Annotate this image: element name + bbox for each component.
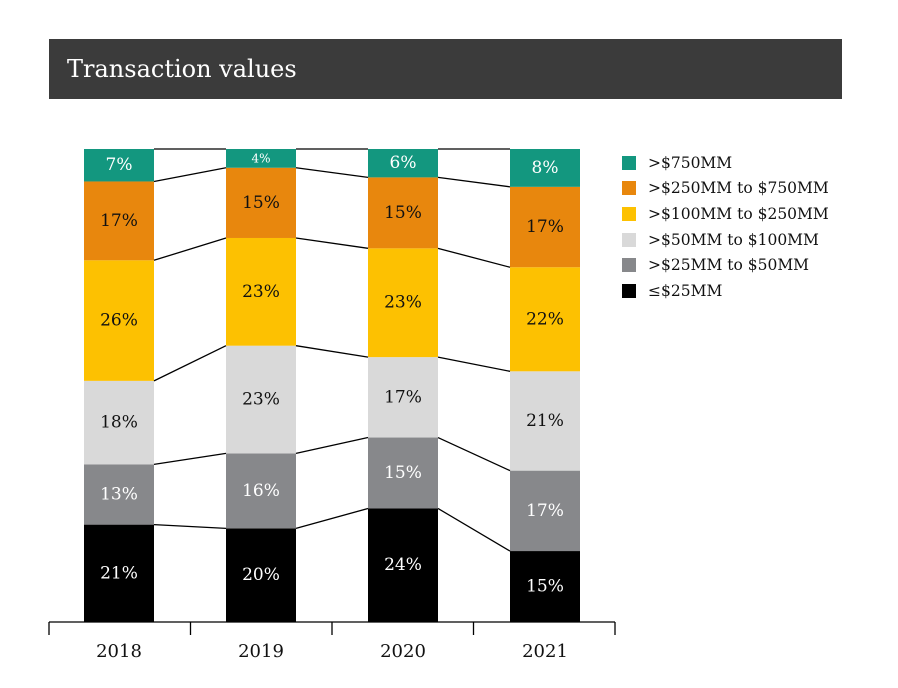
bar-segment <box>226 345 296 454</box>
connector-line <box>153 523 227 529</box>
legend-item: >$250MM to $750MM <box>622 176 829 202</box>
connector-line <box>437 507 511 552</box>
legend-label: >$100MM to $250MM <box>648 204 829 223</box>
data-label: 8% <box>532 158 559 178</box>
data-label: 20% <box>242 565 280 585</box>
x-tick-label: 2018 <box>96 641 142 662</box>
data-label: 21% <box>100 563 138 583</box>
bar-segment <box>84 380 154 465</box>
connector-line <box>437 247 511 268</box>
legend-swatch <box>622 232 636 247</box>
legend-label: ≤$25MM <box>648 281 723 300</box>
x-tick-label: 2019 <box>238 641 284 662</box>
chart-title-bar: Transaction values <box>49 39 842 99</box>
data-label: 17% <box>384 387 422 407</box>
connector-lines-group <box>153 148 511 552</box>
legend-swatch <box>622 155 636 170</box>
bar-segment <box>84 524 154 622</box>
bar-segment <box>84 149 154 182</box>
bar-segment <box>368 508 438 622</box>
legend-item: >$50MM to $100MM <box>622 227 829 253</box>
data-label: 22% <box>526 309 564 329</box>
legend-swatch <box>622 258 636 273</box>
data-label: 15% <box>384 203 422 223</box>
connector-line <box>153 452 227 465</box>
bar-segment <box>510 551 580 622</box>
bar-segment <box>226 237 296 346</box>
connector-line <box>437 436 511 472</box>
bar-segment <box>84 181 154 261</box>
data-label: 7% <box>106 155 133 175</box>
data-label: 16% <box>242 481 280 501</box>
bar-segment <box>510 186 580 268</box>
data-label: 13% <box>100 484 138 504</box>
data-label: 18% <box>100 413 138 433</box>
connector-line <box>437 176 511 188</box>
bars-group <box>84 149 580 622</box>
data-label: 4% <box>251 151 270 165</box>
data-label: 6% <box>390 153 417 173</box>
data-label: 26% <box>100 311 138 331</box>
bar-segment <box>510 149 580 187</box>
data-label: 17% <box>526 501 564 521</box>
x-axis: 2018 2019 2020 2021 <box>48 621 616 662</box>
bar-segment <box>510 470 580 552</box>
legend-swatch <box>622 181 636 196</box>
legend-label: >$25MM to $50MM <box>648 256 810 275</box>
legend-label: >$250MM to $750MM <box>648 179 829 198</box>
data-label: 15% <box>526 577 564 597</box>
bar-segment <box>368 149 438 178</box>
data-label: 23% <box>242 390 280 410</box>
bar-segment <box>368 248 438 358</box>
bar-segment <box>84 464 154 525</box>
bar-segment <box>226 453 296 529</box>
chart-title: Transaction values <box>67 55 297 83</box>
x-tick-label: 2020 <box>380 641 426 662</box>
bar-segment <box>510 371 580 471</box>
bar-segment <box>510 267 580 372</box>
legend-item: >$100MM to $250MM <box>622 201 829 227</box>
data-label: 21% <box>526 411 564 431</box>
data-labels-group: 21% 20% 24% 15% 13% 16% 15% 17% 18% 23% 17% 21% 26% 2… <box>100 151 564 596</box>
x-tick-label: 2021 <box>522 641 568 662</box>
bar-segment <box>84 260 154 381</box>
data-label: 15% <box>384 463 422 483</box>
bar-segment <box>368 437 438 509</box>
chart-legend: >$750MM >$250MM to $750MM >$100MM to $250M… <box>622 150 829 304</box>
connector-line <box>153 237 227 261</box>
legend-item: >$750MM <box>622 150 829 176</box>
legend-swatch <box>622 283 636 298</box>
connector-line <box>153 345 227 382</box>
bar-segment <box>226 149 296 168</box>
bar-segment <box>368 177 438 249</box>
connector-line <box>295 507 369 529</box>
legend-item: >$25MM to $50MM <box>622 252 829 278</box>
legend-label: >$50MM to $100MM <box>648 230 819 249</box>
bar-segment <box>226 528 296 622</box>
connector-line <box>153 167 227 183</box>
legend-label: >$750MM <box>648 153 733 172</box>
data-label: 15% <box>242 193 280 213</box>
legend-item: ≤$25MM <box>622 278 829 304</box>
data-label: 23% <box>242 282 280 302</box>
connector-line <box>437 356 511 372</box>
connector-line <box>295 167 369 179</box>
data-label: 17% <box>100 211 138 231</box>
connector-line <box>295 345 369 358</box>
legend-swatch <box>622 206 636 221</box>
data-label: 24% <box>384 555 422 575</box>
data-label: 23% <box>384 293 422 313</box>
data-label: 17% <box>526 217 564 237</box>
connector-line <box>295 237 369 249</box>
bar-segment <box>226 167 296 238</box>
bar-segment <box>368 357 438 438</box>
connector-line <box>295 436 369 455</box>
